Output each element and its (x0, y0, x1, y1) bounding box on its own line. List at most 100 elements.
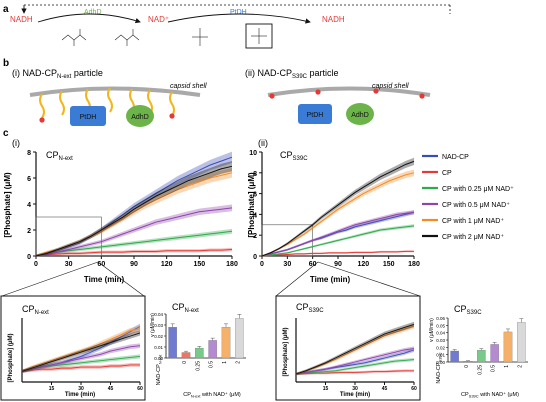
zoom-region (35, 216, 102, 257)
y-tick-label: 4 (27, 202, 31, 209)
chart-ii: [Phosphate] (μM) Time (min) CPS39C 0 2 4 6 8… (247, 150, 420, 284)
ptdh-enzyme-label: PtDH (230, 9, 247, 16)
series-line (295, 323, 415, 375)
panel-a-letter: a (3, 4, 9, 15)
x-tick-label: 60 (137, 386, 143, 392)
bar (235, 318, 244, 359)
x-tick-label: 180 (226, 261, 238, 268)
series-line (261, 160, 415, 257)
bar-i-first-label: NAD-CPN-ext (156, 354, 163, 386)
zoom-connector-i-right (97, 261, 145, 297)
chart-ii-title: CPS39C (280, 150, 308, 162)
bar-i-ylabel: v (μM/min) (150, 313, 156, 337)
capsid-label-right: capsid shell (372, 83, 409, 90)
zoom-connector-i-left (1, 261, 99, 297)
bar-y-tick-label: 0.02 (154, 334, 163, 339)
x-tick-label: 150 (193, 261, 205, 268)
bar (490, 344, 499, 363)
y-tick-label: 10 (249, 150, 257, 157)
bar-category-label: 0.25 (195, 361, 201, 371)
x-tick-label: 0 (34, 261, 38, 268)
bar-ii-xlabel: CPS39C with NAD⁺ (μM) (461, 391, 519, 399)
inset-ii-xlabel: Time (min) (340, 392, 370, 398)
series-line (261, 225, 415, 257)
legend-label: CP with 0.25 μM NAD⁺ (442, 186, 514, 193)
bar (463, 361, 473, 363)
inset-i-xlabel: Time (min) (65, 392, 95, 398)
y-tick-label: 8 (253, 171, 257, 178)
x-tick-label: 30 (65, 261, 73, 268)
inset-ii-ylabel: [Phosphate] (μM) (283, 327, 289, 376)
series-error-band (22, 325, 140, 373)
sub-ii-label: (ii) (258, 138, 268, 148)
x-tick-label: 60 (411, 386, 417, 392)
capsid-shell-left (29, 86, 201, 97)
series-error-band (36, 161, 232, 256)
bar-y-tick-label: 0.00 (436, 360, 445, 365)
series-error-band (22, 323, 140, 373)
bar-y-tick-label: 0.06 (436, 316, 445, 321)
series-line (261, 211, 415, 257)
series-error-band (296, 357, 414, 376)
y-tick-label: 0 (253, 254, 257, 261)
series-error-band (262, 157, 414, 256)
legend-label: NAD-CP (442, 154, 469, 161)
x-tick-label: 0 (260, 261, 264, 268)
bar-y-tick-label: 0.03 (154, 323, 163, 328)
y-tick-label: 6 (27, 176, 31, 183)
phosphate-box (245, 23, 273, 49)
phosphate-molecule-icon (251, 28, 267, 44)
ptdh-label-right: PtDH (307, 112, 324, 119)
series-error-band (296, 346, 414, 376)
series-line (295, 370, 414, 375)
y-tick-label: 6 (253, 192, 257, 199)
particle-ii-diagram: capsid shell PtDH AdhD (267, 83, 431, 125)
series-line (21, 328, 141, 372)
series-line (21, 345, 141, 372)
adhd-arrow (37, 13, 141, 24)
bar-category-label: 0 (182, 361, 188, 364)
sub-i-label: (i) (12, 138, 20, 148)
phosphite-molecule-icon (192, 28, 208, 46)
bar-y-tick-label: 0.04 (154, 312, 163, 317)
series-error-band (22, 330, 140, 373)
bar-ii-title: CPS39C (454, 304, 482, 316)
bar (221, 327, 231, 359)
series-line (295, 325, 415, 375)
inset-i-ylabel: [Phosphate] (μM) (8, 333, 14, 382)
bar-category-label: 0.25 (477, 365, 483, 375)
series-line (35, 165, 233, 257)
panel-c-letter: c (3, 128, 9, 139)
chart-i: [Phosphate] (μM) Time (min) CPN-ext 0 2 4 6… (3, 150, 238, 284)
inset-i-title: CPN-ext (22, 304, 49, 316)
zoom-connector-ii-left (275, 261, 319, 297)
x-tick-label: 15 (323, 386, 329, 392)
bar (477, 350, 486, 363)
capsid-shell-right (267, 86, 431, 97)
bar-y-tick-label: 0.01 (436, 353, 445, 358)
bar-y-tick-label: 0.05 (436, 323, 445, 328)
nadh-left-label: NADH (10, 15, 33, 24)
series-line (35, 156, 233, 257)
adhd-label-right: AdhD (351, 112, 369, 119)
inset-ii-title: CPS39C (296, 302, 324, 314)
bar (503, 331, 513, 363)
x-tick-label: 30 (352, 386, 358, 392)
bar-category-label: 0 (464, 365, 470, 368)
y-tick-label: 8 (27, 150, 31, 157)
series-line (295, 359, 415, 375)
bar-category-label: 0.5 (491, 365, 497, 372)
series-error-band (296, 323, 414, 376)
nadh-right-label: NADH (322, 15, 345, 24)
bar-y-tick-label: 0.02 (436, 345, 445, 350)
legend-label: CP with 1 μM NAD⁺ (442, 218, 504, 225)
y-tick-label: 2 (27, 228, 31, 235)
chart-i-xlabel: Time (min) (84, 275, 125, 284)
x-tick-label: 150 (383, 261, 395, 268)
bar-y-tick-label: 0.03 (436, 338, 445, 343)
series-error-band (262, 169, 414, 256)
bar-category-label: 0.5 (209, 361, 215, 368)
series-error-band (22, 354, 140, 373)
bar (195, 347, 204, 359)
